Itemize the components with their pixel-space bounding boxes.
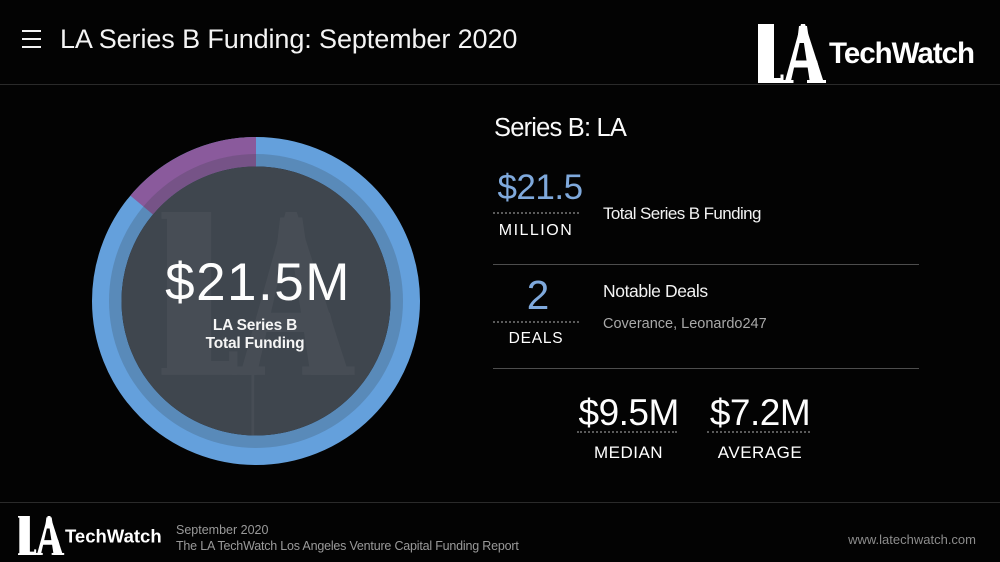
svg-text:TechWatch: TechWatch — [65, 526, 162, 547]
svg-text:TechWatch: TechWatch — [829, 37, 974, 70]
